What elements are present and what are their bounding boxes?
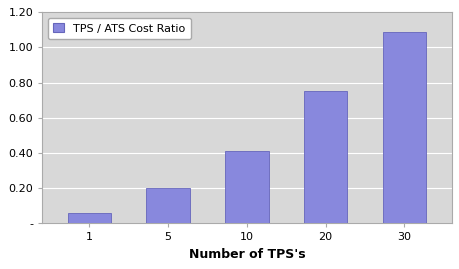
Bar [146,188,190,223]
Bar [303,91,347,223]
Bar [225,151,268,223]
Bar [382,32,425,223]
Legend: TPS / ATS Cost Ratio: TPS / ATS Cost Ratio [48,18,190,39]
X-axis label: Number of TPS's: Number of TPS's [188,248,304,261]
Bar [67,213,111,223]
